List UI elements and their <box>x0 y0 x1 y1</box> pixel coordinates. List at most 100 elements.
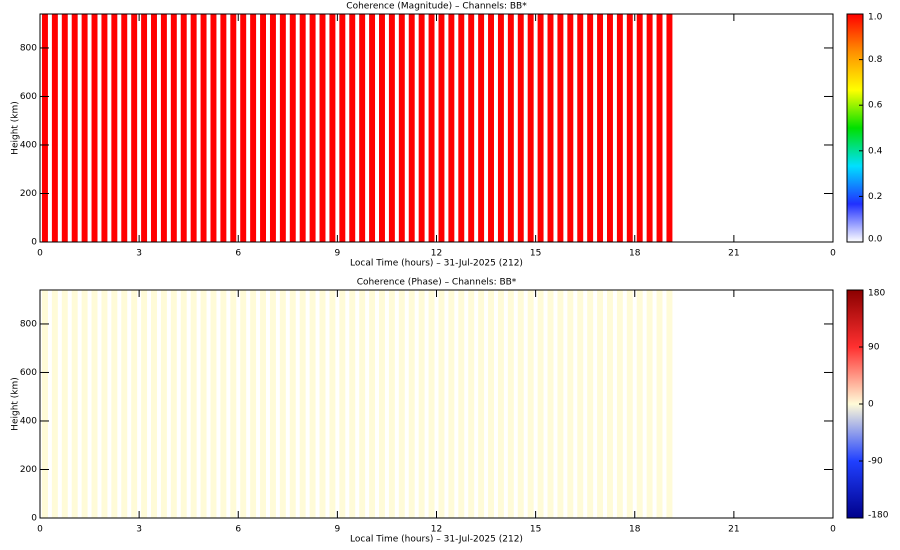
colorbar <box>846 13 864 243</box>
colorbar-tick-label: 0.4 <box>868 146 883 156</box>
heat-column <box>438 290 445 518</box>
heat-column <box>141 290 148 518</box>
heat-column <box>260 14 267 242</box>
heat-column <box>151 290 157 518</box>
heat-column <box>567 290 574 518</box>
heat-column <box>319 290 326 518</box>
heat-column <box>131 290 138 518</box>
colorbar-tick-label: 0.6 <box>868 101 883 111</box>
heat-column <box>180 290 187 518</box>
y-tick-label: 400 <box>20 416 37 426</box>
heat-column <box>547 14 554 242</box>
heat-column <box>666 290 673 518</box>
heat-column <box>448 290 455 518</box>
heat-column <box>388 290 395 518</box>
heat-column <box>190 290 197 518</box>
heat-column <box>458 290 465 518</box>
heat-column <box>250 290 257 518</box>
x-tick-label: 12 <box>431 525 442 535</box>
y-tick-label: 600 <box>20 92 37 102</box>
heat-column <box>339 290 346 518</box>
heat-column <box>240 290 247 518</box>
heat-column <box>269 290 276 518</box>
heat-column <box>606 290 613 518</box>
heat-column <box>91 290 98 518</box>
heat-column <box>488 14 494 242</box>
heat-column <box>636 290 643 518</box>
x-tick-label: 15 <box>530 249 541 259</box>
heat-column <box>71 290 78 518</box>
heat-column <box>517 14 524 242</box>
heat-column <box>250 14 257 242</box>
heat-column <box>468 290 475 518</box>
x-axis-label: Local Time (hours) – 31-Jul-2025 (212) <box>350 535 523 545</box>
heat-column <box>51 14 58 242</box>
heat-column <box>299 290 306 518</box>
heat-column <box>299 14 306 242</box>
plot-frame <box>39 13 834 243</box>
heat-column <box>597 290 604 518</box>
y-axis-label: Height (km) <box>11 377 21 431</box>
heat-column <box>616 290 623 518</box>
heat-column <box>517 290 524 518</box>
x-tick-label: 3 <box>136 525 142 535</box>
heat-column <box>418 14 425 242</box>
heat-column <box>329 290 336 518</box>
heat-column <box>369 290 376 518</box>
heat-column <box>478 14 485 242</box>
heat-column <box>468 14 475 242</box>
y-tick-label: 800 <box>20 43 37 53</box>
heat-column <box>369 14 376 242</box>
heat-column <box>418 290 425 518</box>
colorbar-tick-label: 0.0 <box>868 235 883 245</box>
x-tick-label: 0 <box>37 249 43 259</box>
heat-column <box>289 14 296 242</box>
heat-column <box>41 290 48 518</box>
heat-column <box>497 290 504 518</box>
heat-column <box>359 290 366 518</box>
heat-column <box>398 14 405 242</box>
heat-column <box>61 290 68 518</box>
heat-column <box>170 290 177 518</box>
heat-column <box>597 14 604 242</box>
x-tick-label: 18 <box>629 525 641 535</box>
heat-column <box>151 14 157 242</box>
heat-column <box>41 14 48 242</box>
heat-column <box>557 14 564 242</box>
chart-title: Coherence (Magnitude) – Channels: BB* <box>346 2 527 12</box>
heat-column <box>646 14 653 242</box>
heat-column <box>111 14 118 242</box>
heat-column <box>646 290 653 518</box>
colorbar-tick-label: 0 <box>868 400 874 410</box>
heat-column <box>279 290 286 518</box>
heat-column <box>329 14 336 242</box>
heat-column <box>131 14 138 242</box>
x-tick-label: 21 <box>728 249 739 259</box>
heat-column <box>537 14 544 242</box>
heat-column <box>349 14 356 242</box>
x-tick-label: 0 <box>830 525 836 535</box>
heat-column <box>388 14 395 242</box>
heat-column <box>230 290 237 518</box>
heat-column <box>636 14 643 242</box>
x-tick-label: 3 <box>136 249 142 259</box>
heat-column <box>260 290 267 518</box>
colorbar-tick-label: 90 <box>868 343 880 353</box>
heat-column <box>349 290 356 518</box>
heat-column <box>478 290 485 518</box>
heat-column <box>488 290 494 518</box>
heat-column <box>616 14 623 242</box>
plot-frame <box>39 289 834 519</box>
heat-column <box>547 290 554 518</box>
heat-column <box>587 290 594 518</box>
heat-column <box>507 290 514 518</box>
x-tick-label: 21 <box>728 525 739 535</box>
heat-column <box>210 290 217 518</box>
heat-column <box>71 14 78 242</box>
heat-column <box>141 14 148 242</box>
colorbar-tick-label: 1.0 <box>868 13 883 23</box>
heat-column <box>567 14 574 242</box>
heat-column <box>111 290 118 518</box>
x-tick-label: 9 <box>335 525 341 535</box>
